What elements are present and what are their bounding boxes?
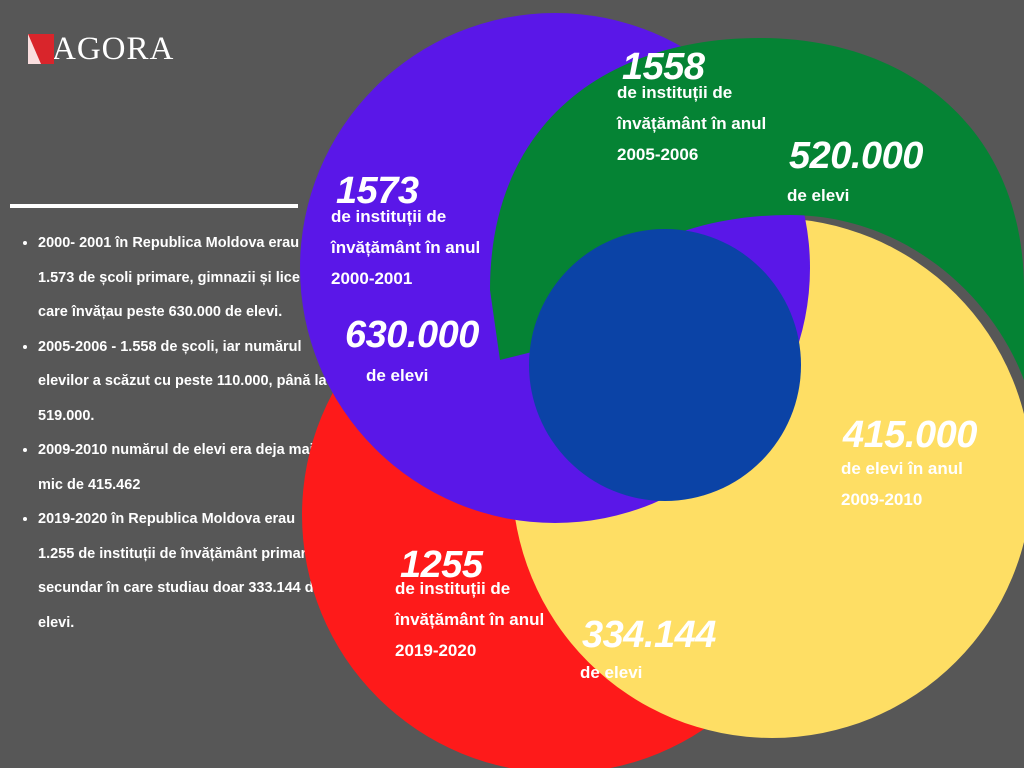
purple-count-text: de instituții de învățământ în anul 2000… xyxy=(331,207,481,288)
green-count-text: de instituții de învățământ în anul 2005… xyxy=(617,83,767,164)
sidebar-divider xyxy=(10,204,298,208)
agora-logo-mark xyxy=(28,34,54,64)
green-shape xyxy=(490,38,1024,380)
bullet-2005-2006: 2005-2006 - 1.558 de școli, iar numărul … xyxy=(38,330,328,434)
bullet-2000-2001: 2000- 2001 în Republica Moldova erau 1.5… xyxy=(38,226,328,330)
yellow-students: 415.000 xyxy=(843,414,977,456)
purple-students: 630.000 xyxy=(345,314,479,356)
green-students-text: de elevi xyxy=(787,186,850,205)
sidebar-bullet-list: 2000- 2001 în Republica Moldova erau 1.5… xyxy=(20,226,328,640)
yellow-students-text: de elevi în anul 2009-2010 xyxy=(841,459,963,509)
green-count: 1558 xyxy=(622,46,705,88)
bullet-2009-2010: 2009-2010 numărul de elevi era deja mai … xyxy=(38,433,328,502)
purple-count: 1573 xyxy=(336,170,419,212)
blue-circle xyxy=(529,229,801,501)
agora-logo: AGORA xyxy=(28,31,175,67)
red-students-text: de elevi xyxy=(580,663,643,682)
red-count: 1255 xyxy=(400,544,483,586)
agora-logo-text: AGORA xyxy=(52,31,175,67)
red-students: 334.144 xyxy=(582,614,716,656)
green-students: 520.000 xyxy=(789,135,923,177)
purple-students-text: de elevi xyxy=(366,366,429,385)
bullet-2019-2020: 2019-2020 în Republica Moldova erau 1.25… xyxy=(38,502,328,640)
red-count-text: de instituții de învățământ în anul 2019… xyxy=(395,579,545,660)
